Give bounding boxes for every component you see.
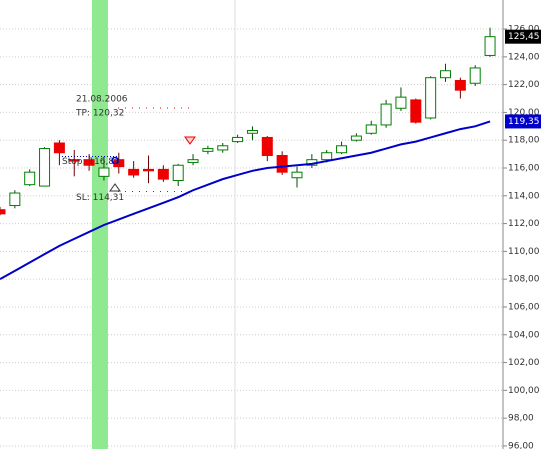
candle-body [469, 67, 481, 84]
highlight-band [91, 0, 108, 449]
under-layer [0, 0, 503, 449]
candle-body [128, 168, 140, 176]
y-tick-label: 118,00 [508, 136, 540, 146]
candle-body [365, 124, 377, 134]
moving-average [0, 120, 491, 281]
y-tick-label: 114,00 [508, 191, 540, 201]
y-tick-label: 112,00 [508, 219, 540, 229]
price-tag-label: 125,45 [508, 32, 540, 42]
candle-body [380, 103, 392, 126]
candle-body [53, 142, 65, 154]
candle-body [9, 192, 21, 207]
candle-body [291, 171, 303, 179]
entry-marker [111, 156, 119, 165]
tp-label: TP: 120,32 [75, 108, 124, 118]
y-tick-label: 122,00 [508, 80, 540, 90]
price-tag [505, 29, 541, 44]
candle-body [187, 159, 199, 163]
candle-body [39, 148, 51, 187]
sl-label: SL: 114,31 [76, 193, 124, 203]
y-tick-label: 110,00 [508, 247, 540, 257]
candle-body [484, 36, 496, 56]
y-tick-label: 100,00 [508, 386, 540, 396]
candle-body [68, 159, 80, 162]
candle-body [202, 148, 214, 152]
candle-body [336, 145, 348, 154]
candle-body [0, 209, 6, 215]
candle-body [83, 159, 95, 166]
candle-body [217, 145, 229, 151]
price-tag-label: 119,35 [508, 117, 540, 127]
candle-body [232, 136, 244, 143]
y-tick-label: 106,00 [508, 302, 540, 312]
candle-body [246, 129, 258, 134]
y-tick-label: 96,00 [508, 441, 534, 449]
y-tick-label: 124,00 [508, 52, 540, 62]
candle-body [143, 168, 154, 172]
candle-body [454, 79, 466, 91]
candle-body [157, 168, 169, 180]
candle-body [350, 135, 362, 141]
y-tick-label: 102,00 [508, 358, 540, 368]
candle-body [440, 70, 451, 79]
sl-marker [109, 183, 121, 192]
candle-body [24, 171, 36, 186]
candle-body [395, 96, 407, 109]
candle-body [98, 167, 110, 177]
y-tick-label: 104,00 [508, 330, 540, 340]
y-tick-label: 116,00 [508, 164, 540, 174]
candle-body [410, 99, 422, 123]
y-tick-label: 98,00 [508, 414, 534, 424]
date-label: 21.08.2006 [76, 94, 128, 104]
candle-body [425, 77, 437, 119]
y-tick-label: 126,00 [508, 25, 540, 35]
stop-label: Stop: 116,83 [62, 157, 120, 167]
y-tick-label: 120,00 [508, 108, 540, 118]
candle-body [172, 164, 184, 182]
tp-marker [184, 136, 196, 145]
price-tag [505, 114, 541, 129]
candle-body [321, 152, 333, 161]
candle-body [261, 136, 273, 157]
y-tick-label: 108,00 [508, 275, 540, 285]
candle-body [276, 155, 288, 173]
